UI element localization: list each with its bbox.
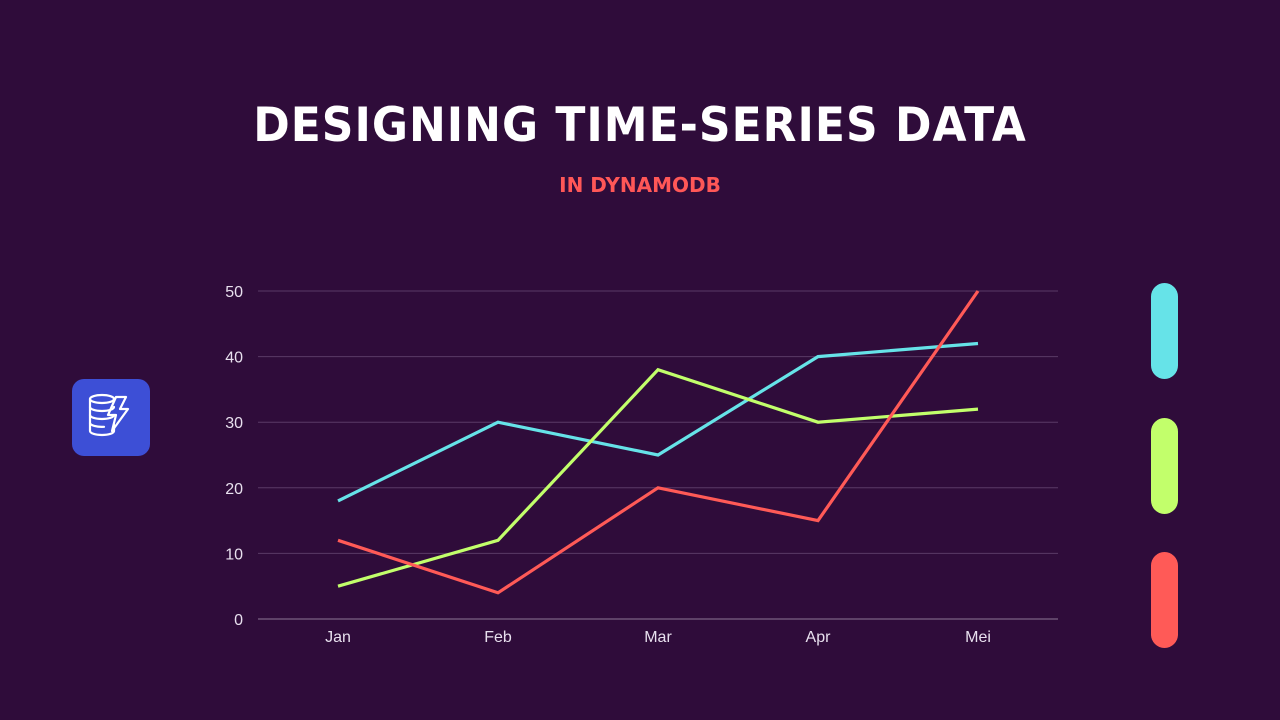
page-subtitle: in DynamoDB: [559, 173, 721, 197]
y-tick-label: 20: [225, 481, 243, 498]
y-tick-label: 10: [225, 546, 243, 563]
legend-swatch: [1151, 283, 1178, 379]
x-tick-label: Feb: [484, 629, 512, 646]
series-line: [337, 367, 979, 588]
y-tick-label: 50: [225, 284, 243, 301]
y-tick-label: 0: [234, 612, 243, 629]
legend-swatch: [1151, 418, 1178, 514]
page-title: Designing Time-Series Data: [253, 97, 1027, 154]
dynamodb-icon: [88, 393, 130, 437]
series-line: [337, 341, 979, 503]
x-tick-label: Jan: [325, 629, 351, 646]
x-tick-label: Apr: [806, 629, 832, 646]
x-tick-label: Mar: [644, 629, 672, 646]
y-tick-label: 40: [225, 350, 243, 367]
legend-swatch: [1151, 552, 1178, 648]
x-tick-label: Mei: [965, 629, 991, 646]
series-line: [337, 290, 980, 595]
dynamodb-logo: [72, 379, 150, 456]
y-tick-label: 30: [225, 415, 243, 432]
